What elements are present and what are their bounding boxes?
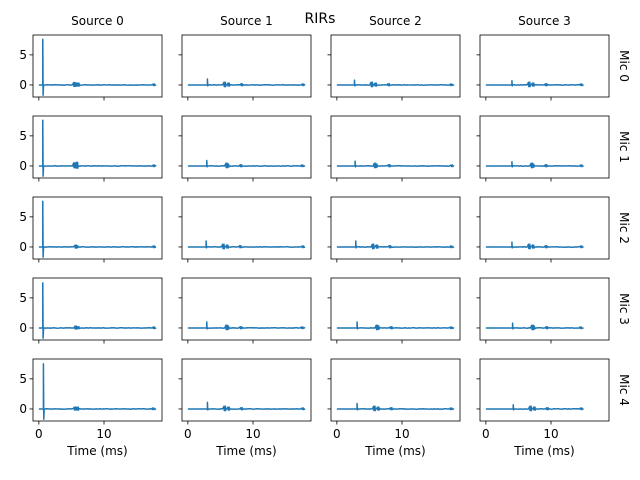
subplot-3-0: 05 xyxy=(19,277,163,344)
y-tick-label: 0 xyxy=(19,402,27,416)
mic-label: Mic 0 xyxy=(617,50,631,82)
subplot-3-2 xyxy=(327,277,461,344)
axes-frame xyxy=(32,34,163,98)
y-tick-label: 5 xyxy=(19,372,27,386)
subplot-1-1 xyxy=(178,115,312,182)
y-tick-label: 0 xyxy=(19,240,27,254)
axes-frame xyxy=(181,115,312,179)
subplot-2-1 xyxy=(178,196,312,263)
rir-line-mic2-source1 xyxy=(187,240,306,250)
subplot-4-1: 0 10 Time (ms) xyxy=(178,358,312,458)
axes-frame xyxy=(330,196,461,260)
rir-line-mic1-source2 xyxy=(336,160,455,169)
axes-frame xyxy=(479,115,610,179)
rir-line-mic1-source1 xyxy=(187,159,306,169)
x-tick-label: 10 xyxy=(96,427,111,441)
subplot-4-3: 0 10 Mic 4 Time (ms) xyxy=(476,358,631,458)
axes-frame xyxy=(181,358,312,422)
x-tick-label: 10 xyxy=(394,427,409,441)
subplot-3-3: Mic 3 xyxy=(476,277,631,344)
mic-label: Mic 4 xyxy=(617,374,631,406)
axes-frame xyxy=(479,277,610,341)
rir-line-mic0-source1 xyxy=(187,78,306,88)
y-tick-label: 5 xyxy=(19,129,27,143)
axes-frame xyxy=(330,277,461,341)
axes-frame xyxy=(32,358,163,422)
rir-line-mic3-source0 xyxy=(38,282,157,339)
source-title: Source 0 xyxy=(71,14,124,28)
axes-frame xyxy=(330,358,461,422)
rir-line-mic3-source3 xyxy=(485,322,584,331)
y-tick-label: 0 xyxy=(19,78,27,92)
subplot-2-2 xyxy=(327,196,461,263)
rir-line-mic0-source0 xyxy=(38,38,157,96)
x-tick-label: 0 xyxy=(482,427,490,441)
subplot-0-1: Source 1 xyxy=(178,14,312,101)
x-tick-label: 0 xyxy=(333,427,341,441)
source-title: Source 1 xyxy=(220,14,273,28)
x-axis-label: Time (ms) xyxy=(364,444,426,458)
y-tick-label: 0 xyxy=(19,159,27,173)
subplot-4-0: 0 5 0 10 Time (ms) xyxy=(19,358,163,458)
x-axis-label: Time (ms) xyxy=(66,444,128,458)
x-axis-label: Time (ms) xyxy=(215,444,277,458)
rir-line-mic3-source2 xyxy=(336,321,455,331)
x-tick-label: 0 xyxy=(184,427,192,441)
source-title: Source 3 xyxy=(518,14,571,28)
subplot-1-2 xyxy=(327,115,461,182)
x-axis-label: Time (ms) xyxy=(513,444,575,458)
subplot-1-0: 05 xyxy=(19,115,163,182)
subplot-4-2: 0 10 Time (ms) xyxy=(327,358,461,458)
subplot-0-3: Source 3 Mic 0 xyxy=(476,14,631,101)
rir-line-mic4-source3 xyxy=(485,404,585,412)
x-tick-label: 10 xyxy=(245,427,260,441)
axes-frame xyxy=(330,34,461,98)
axes-frame xyxy=(479,34,610,98)
axes-frame xyxy=(32,115,163,179)
axes-frame xyxy=(330,115,461,179)
y-tick-label: 5 xyxy=(19,210,27,224)
rir-line-mic1-source0 xyxy=(38,119,157,177)
rir-line-mic4-source2 xyxy=(336,402,455,412)
axes-frame xyxy=(181,196,312,260)
mic-label: Mic 2 xyxy=(617,212,631,244)
rir-line-mic2-source3 xyxy=(485,241,585,250)
rir-line-mic1-source3 xyxy=(485,161,585,169)
rir-line-mic0-source3 xyxy=(485,80,585,88)
mic-label: Mic 3 xyxy=(617,293,631,325)
subplot-2-3: Mic 2 xyxy=(476,196,631,263)
rir-line-mic3-source1 xyxy=(187,321,306,331)
y-tick-label: 5 xyxy=(19,291,27,305)
x-tick-label: 0 xyxy=(35,427,43,441)
axes-frame xyxy=(181,34,312,98)
x-tick-label: 10 xyxy=(543,427,558,441)
rir-line-mic2-source0 xyxy=(38,200,157,258)
axes-frame xyxy=(479,196,610,260)
subplot-3-1 xyxy=(178,277,312,344)
axes-frame xyxy=(32,196,163,260)
mic-label: Mic 1 xyxy=(617,131,631,163)
y-tick-label: 5 xyxy=(19,48,27,62)
rir-line-mic0-source2 xyxy=(336,79,455,88)
y-tick-label: 0 xyxy=(19,321,27,335)
axes-frame xyxy=(479,358,610,422)
axes-frame xyxy=(32,277,163,341)
subplot-2-0: 05 xyxy=(19,196,163,263)
subplot-0-0: 0 5 Source 0 xyxy=(19,14,163,101)
figure-title: RIRs xyxy=(305,11,336,27)
axes-frame xyxy=(181,277,312,341)
source-title: Source 2 xyxy=(369,14,422,28)
rir-line-mic4-source0 xyxy=(38,363,157,420)
subplot-0-2: Source 2 xyxy=(327,14,461,101)
rir-line-mic4-source1 xyxy=(187,401,306,412)
rir-line-mic2-source2 xyxy=(336,240,455,250)
subplot-1-3: Mic 1 xyxy=(476,115,631,182)
